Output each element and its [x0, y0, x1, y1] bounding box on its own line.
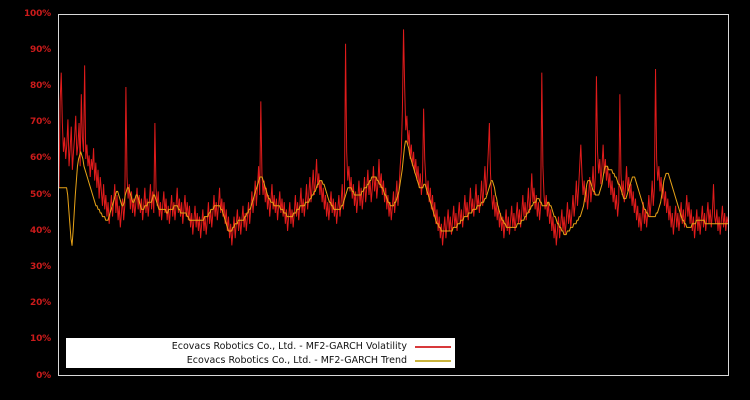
- y-axis-tick-100: 100%: [23, 8, 51, 19]
- series-trend: [59, 140, 728, 246]
- legend-entry-trend[interactable]: Ecovacs Robotics Co., Ltd. - MF2-GARCH T…: [66, 353, 455, 367]
- y-axis-tick-30: 30%: [30, 261, 51, 272]
- chart-legend[interactable]: Ecovacs Robotics Co., Ltd. - MF2-GARCH V…: [66, 338, 455, 368]
- plot-inner: [59, 15, 728, 375]
- y-axis: 100% 90% 80% 70% 60% 50% 40% 30% 20% 10% 0%: [0, 0, 56, 400]
- legend-label-volatility: Ecovacs Robotics Co., Ltd. - MF2-GARCH V…: [171, 340, 407, 352]
- y-axis-tick-60: 60%: [30, 153, 51, 164]
- y-axis-tick-90: 90%: [30, 44, 51, 55]
- y-axis-tick-70: 70%: [30, 117, 51, 128]
- y-axis-tick-50: 50%: [30, 189, 51, 200]
- plot-area: [58, 14, 729, 376]
- y-axis-tick-0: 0%: [36, 370, 51, 381]
- y-axis-tick-10: 10%: [30, 334, 51, 345]
- legend-entry-volatility[interactable]: Ecovacs Robotics Co., Ltd. - MF2-GARCH V…: [66, 339, 455, 353]
- series-volatility: [59, 29, 728, 246]
- y-axis-tick-20: 20%: [30, 298, 51, 309]
- legend-swatch-trend: [415, 355, 451, 366]
- series-svg: [59, 29, 728, 246]
- y-axis-tick-80: 80%: [30, 80, 51, 91]
- legend-swatch-volatility: [415, 341, 451, 352]
- y-axis-tick-40: 40%: [30, 225, 51, 236]
- legend-label-trend: Ecovacs Robotics Co., Ltd. - MF2-GARCH T…: [186, 354, 407, 366]
